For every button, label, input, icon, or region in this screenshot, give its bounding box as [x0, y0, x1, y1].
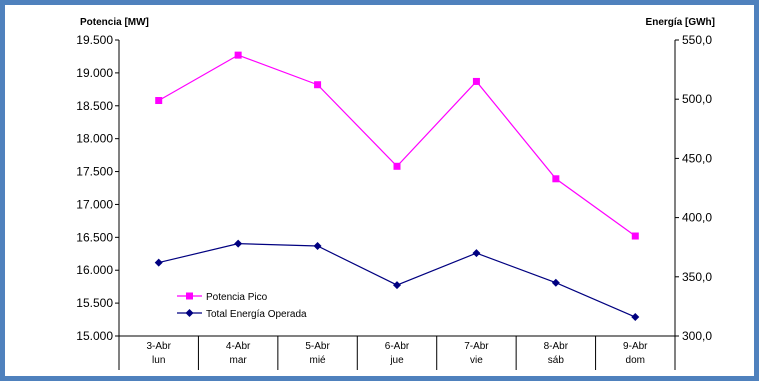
right-tick-label: 350,0	[682, 270, 712, 284]
left-tick-label: 16.000	[76, 263, 113, 277]
right-tick-label: 500,0	[682, 92, 712, 106]
right-tick-label: 300,0	[682, 329, 712, 343]
category-date-label: 8-Abr	[544, 341, 569, 352]
data-point-square	[155, 97, 163, 105]
left-tick-label: 18.000	[76, 132, 113, 146]
category-date-label: 9-Abr	[623, 341, 648, 352]
data-point-diamond	[393, 281, 401, 290]
data-point-square	[472, 77, 480, 85]
data-point-diamond	[313, 242, 322, 251]
category-day-label: lun	[152, 355, 165, 366]
left-tick-label: 17.000	[76, 197, 113, 211]
series-line	[158, 54, 636, 237]
plot-area	[154, 51, 640, 322]
category-day-label: mar	[230, 355, 248, 366]
right-tick-label: 550,0	[682, 33, 712, 47]
series-line	[158, 243, 636, 318]
left-tick-label: 15.500	[76, 296, 113, 310]
data-point-square	[393, 162, 401, 170]
left-tick-label: 16.500	[76, 230, 113, 244]
axes: 15.000 15.500 16.000 16.500 17.000 17.500 18.0…	[76, 33, 712, 370]
right-axis-title: Energía [GWh]	[646, 17, 715, 28]
legend-label: Potencia Pico	[206, 292, 268, 303]
category-date-label: 6-Abr	[385, 341, 410, 352]
data-point-diamond	[234, 239, 243, 248]
left-axis-title: Potencia [MW]	[80, 17, 149, 28]
data-point-diamond	[472, 249, 481, 258]
left-tick-label: 19.500	[76, 33, 113, 47]
category-day-label: jue	[389, 355, 404, 366]
legend: Potencia Pico Total Energía Operada	[177, 292, 307, 320]
data-point-diamond	[551, 278, 560, 287]
data-point-square	[552, 175, 560, 183]
category-day-label: mié	[310, 355, 327, 366]
legend-marker-diamond	[185, 309, 194, 317]
left-tick-label: 19.000	[76, 66, 113, 80]
data-point-square	[631, 232, 639, 240]
category-day-label: vie	[470, 355, 483, 366]
category-day-label: dom	[626, 355, 645, 366]
category-day-label: sáb	[548, 355, 565, 366]
data-point-square	[314, 81, 322, 89]
legend-marker-square	[186, 292, 193, 300]
data-point-diamond	[154, 258, 163, 267]
right-tick-label: 450,0	[682, 151, 712, 165]
left-tick-label: 17.500	[76, 165, 113, 179]
left-tick-label: 15.000	[76, 329, 113, 343]
category-date-label: 3-Abr	[146, 341, 171, 352]
left-tick-label: 18.500	[76, 99, 113, 113]
data-point-diamond	[631, 313, 640, 322]
category-date-label: 5-Abr	[305, 341, 330, 352]
right-tick-label: 400,0	[682, 211, 712, 225]
data-point-square	[234, 51, 242, 59]
category-date-label: 4-Abr	[226, 341, 251, 352]
legend-label: Total Energía Operada	[206, 309, 307, 320]
category-date-label: 7-Abr	[464, 341, 489, 352]
